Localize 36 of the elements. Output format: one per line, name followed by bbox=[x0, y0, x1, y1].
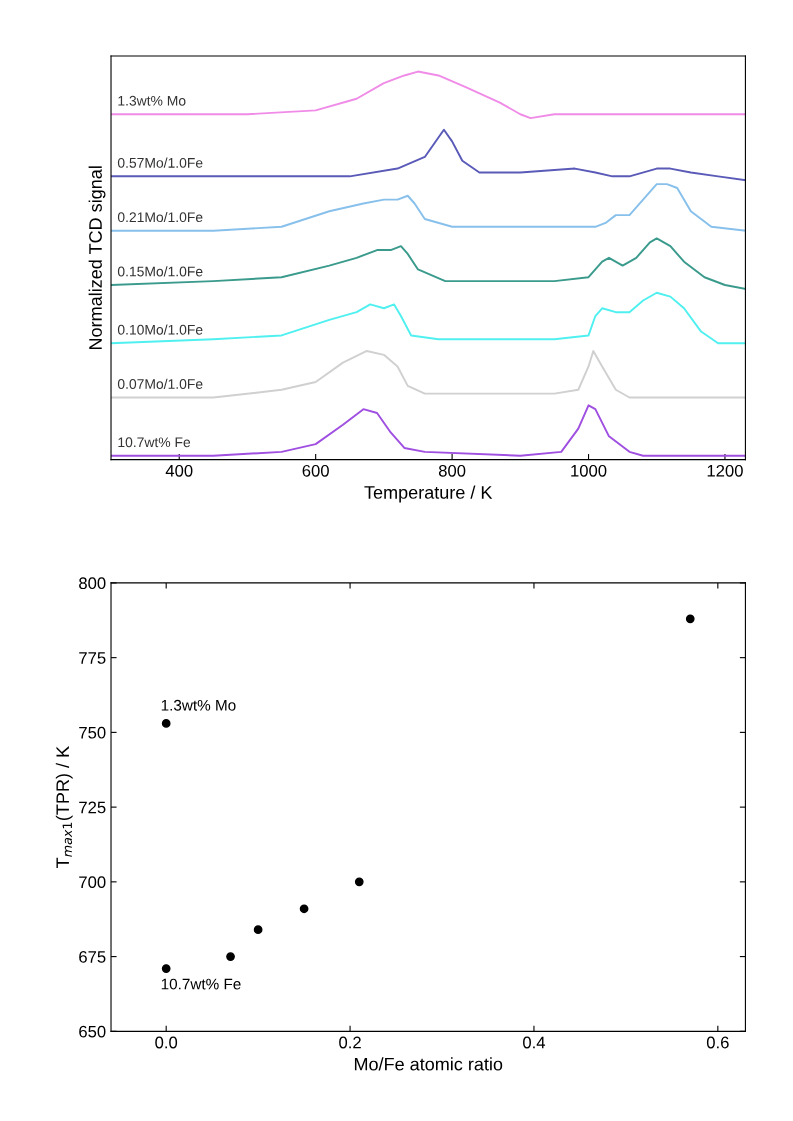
y-tick-label: 750 bbox=[79, 726, 106, 739]
series-label: 1.3wt% Mo bbox=[118, 95, 186, 106]
point bbox=[299, 904, 309, 914]
y-axis-title: T$_{max1}$(TPR) / K bbox=[55, 746, 73, 869]
x-tick-label: 0.2 bbox=[339, 1036, 361, 1049]
series-label: 0.10Mo/1.0Fe bbox=[117, 324, 203, 335]
y-tick-label: 800 bbox=[79, 577, 106, 590]
point bbox=[253, 925, 263, 935]
x-tick-label: 600 bbox=[302, 464, 329, 477]
x-tick-label: 0.6 bbox=[706, 1036, 729, 1049]
x-tick-label: 0.0 bbox=[155, 1036, 178, 1049]
x-tick-label: 400 bbox=[165, 464, 193, 477]
series-label: 0.57Mo/1.0Fe bbox=[117, 157, 203, 168]
y-tick-label: 775 bbox=[79, 652, 106, 664]
y-tick-label: 700 bbox=[79, 876, 106, 889]
annotation: 10.7wt% Fe bbox=[161, 978, 241, 990]
series-label: 0.15Mo/1.0Fe bbox=[117, 266, 203, 277]
y-tick-label: 675 bbox=[79, 950, 106, 963]
annotation: 1.3wt% Mo bbox=[161, 699, 236, 711]
y-tick-label: 725 bbox=[79, 801, 106, 814]
series-label: 0.21Mo/1.0Fe bbox=[117, 211, 203, 223]
x-tick-label: 0.4 bbox=[523, 1036, 546, 1049]
point bbox=[226, 952, 235, 961]
point bbox=[161, 719, 171, 728]
x-axis-title: Temperature / K bbox=[364, 485, 493, 503]
x-tick-label: 1000 bbox=[571, 464, 607, 477]
x-axis-title: Mo/Fe atomic ratio bbox=[354, 1057, 503, 1071]
series-label: 0.07Mo/1.0Fe bbox=[117, 378, 203, 389]
series-label: 10.7wt% Fe bbox=[118, 437, 191, 448]
x-tick-label: 800 bbox=[438, 464, 466, 477]
y-axis-title: Normalized TCD signal bbox=[88, 166, 106, 349]
point bbox=[354, 877, 364, 887]
x-tick-label: 1200 bbox=[707, 464, 743, 477]
point bbox=[161, 964, 171, 973]
point bbox=[685, 614, 695, 624]
y-tick-label: 650 bbox=[79, 1025, 106, 1038]
